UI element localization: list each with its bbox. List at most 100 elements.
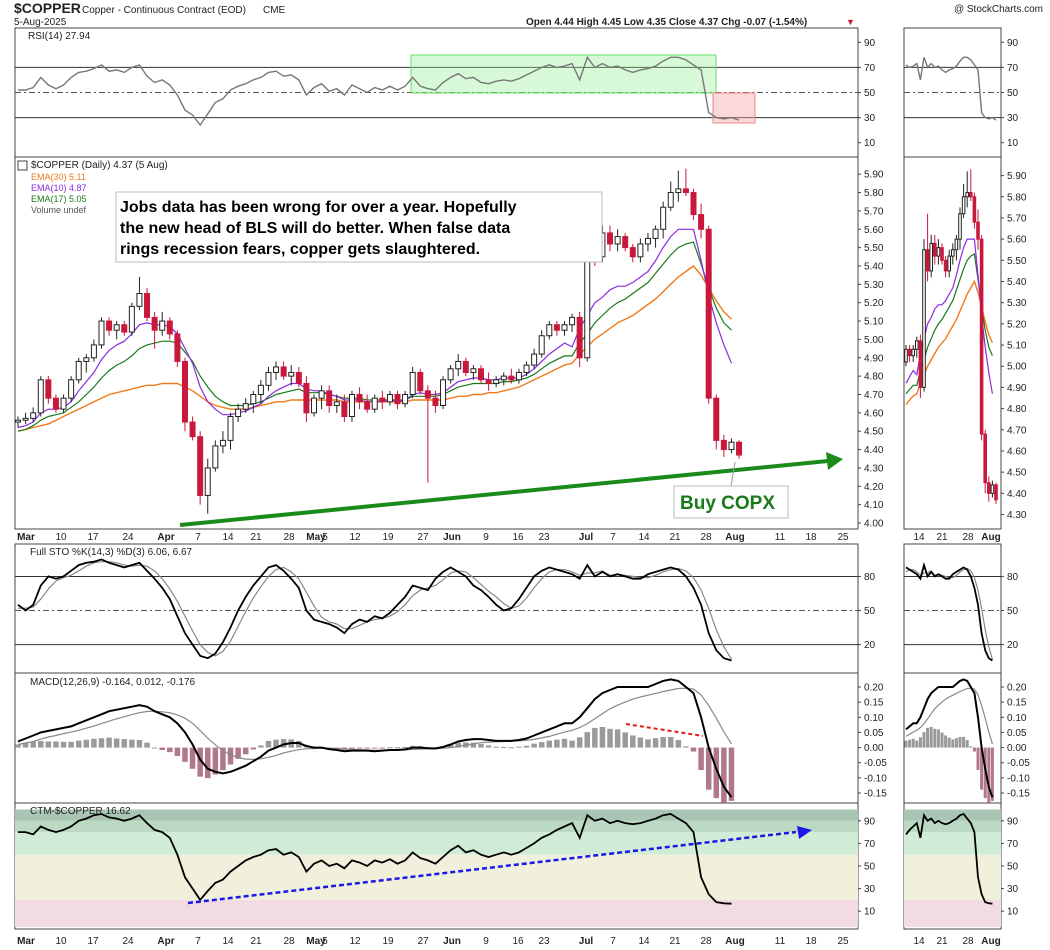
ctm-zone-band	[15, 820, 858, 833]
macd-histogram-bar	[242, 747, 249, 755]
macd-histogram-bar	[493, 746, 499, 748]
macd-histogram-bar	[75, 740, 82, 748]
candle-body	[660, 206, 667, 230]
price-tick-label: 4.40	[1007, 489, 1027, 500]
macd-histogram-bar	[349, 747, 355, 749]
macd-histogram-bar	[220, 747, 226, 771]
candle-body	[280, 366, 287, 377]
macd-histogram-bar	[508, 747, 515, 749]
macd-histogram-bar	[501, 746, 507, 748]
macd-histogram-bar	[904, 740, 908, 748]
x-axis-label: 16	[512, 532, 524, 543]
candle-body	[371, 397, 378, 410]
rsi-tick-label: 70	[864, 63, 876, 74]
candle-body	[531, 353, 538, 366]
macd-histogram-bar	[683, 746, 689, 748]
x-axis-label: 10	[55, 532, 67, 543]
chg-down-arrow-icon: ▼	[846, 17, 855, 27]
macd-histogram-bar	[940, 732, 944, 748]
macd-histogram-bar	[569, 740, 575, 748]
candle-body	[128, 305, 135, 333]
macd-histogram-bar	[197, 747, 203, 777]
macd-tick-label: -0.10	[1007, 773, 1030, 784]
candle-body	[356, 393, 363, 403]
candle-body	[45, 379, 52, 399]
x-axis-label: 7	[195, 532, 201, 543]
legend-entry: EMA(10) 4.87	[31, 183, 87, 193]
rsi-tick-label: 50	[864, 88, 876, 99]
macd-tick-label: 0.15	[1007, 698, 1027, 709]
candle-body	[675, 188, 682, 194]
price-tick-label: 4.50	[864, 427, 884, 438]
candle-body	[637, 243, 644, 258]
macd-histogram-bar	[721, 747, 727, 803]
x-axis-label: 24	[122, 532, 134, 543]
legend-entry: Volume undef	[31, 205, 87, 215]
x-axis-label: 14	[222, 936, 234, 947]
sto-tick-label: 50	[864, 606, 876, 617]
x-axis-label: Jul	[579, 532, 594, 543]
candle-body	[933, 242, 937, 257]
x-axis-label: 23	[538, 936, 550, 947]
candle-body	[318, 390, 325, 399]
candle-body	[265, 371, 272, 386]
macd-histogram-bar	[962, 736, 966, 748]
candle-body	[386, 393, 393, 403]
x-axis-label: 28	[283, 532, 295, 543]
macd-histogram-bar	[576, 737, 583, 748]
macd-histogram-bar	[667, 736, 674, 748]
candle-body	[987, 482, 991, 494]
candle-body	[204, 467, 211, 496]
candle-body	[144, 293, 151, 318]
macd-histogram-bar	[121, 739, 128, 748]
x-axis-label: 17	[87, 532, 99, 543]
x-axis-label: 17	[87, 936, 99, 947]
macd-histogram-bar	[144, 742, 150, 748]
x-axis-label: 21	[669, 936, 681, 947]
candle-body	[936, 247, 941, 257]
ctm-zone-band	[904, 854, 1001, 900]
panel-frame	[14, 543, 859, 674]
macd-tick-label: 0.00	[1007, 743, 1027, 754]
macd-tick-label: 0.15	[864, 698, 884, 709]
ctm-tick-label: 30	[864, 884, 876, 895]
x-axis-label: 9	[483, 936, 489, 947]
macd-histogram-bar	[660, 736, 666, 748]
macd-histogram-bar	[106, 737, 112, 748]
x-axis-label: 16	[512, 936, 524, 947]
candle-body	[455, 360, 462, 370]
ctm-tick-label: 10	[1007, 907, 1019, 918]
macd-histogram-bar	[60, 741, 67, 748]
candle-body	[576, 316, 583, 359]
macd-histogram-bar	[599, 726, 606, 748]
sto-tick-label: 80	[864, 572, 876, 583]
annotation-box	[115, 191, 603, 263]
macd-histogram-bar	[951, 739, 955, 748]
candle-body	[75, 360, 82, 381]
annotation-line-1: Jobs data has been wrong for over a year…	[120, 199, 517, 216]
price-zoom-panel: 5.90 5.80 5.70 5.60 5.50 5.40 5.30 5.20 5.10 5.00…	[904, 169, 1027, 521]
price-label: $COPPER (Daily) 4.37 (5 Aug)	[31, 160, 168, 171]
candle-body	[470, 368, 477, 373]
x-axis-label: 27	[417, 936, 429, 947]
candle-body	[424, 390, 431, 399]
candle-body	[409, 371, 416, 395]
x-axis-label: 25	[837, 936, 849, 947]
candle-body	[493, 379, 500, 384]
ctm-tick-label: 90	[864, 816, 876, 827]
zoom-x-axis-label: 28	[962, 532, 974, 543]
x-axis-label: 5	[322, 936, 328, 947]
zoom-x-axis-label: 28	[962, 936, 974, 947]
ctm-tick-label: 70	[864, 839, 876, 850]
x-axis-label: Apr	[157, 532, 174, 543]
ctm-arrowhead-icon	[797, 826, 812, 839]
candle-body	[911, 348, 916, 357]
candle-body	[979, 238, 984, 435]
price-tick-label: 5.80	[1007, 192, 1027, 203]
candle-body	[958, 213, 962, 240]
candle-body	[311, 397, 318, 414]
price-tick-label: 5.20	[1007, 319, 1027, 330]
candle-body	[569, 316, 576, 326]
